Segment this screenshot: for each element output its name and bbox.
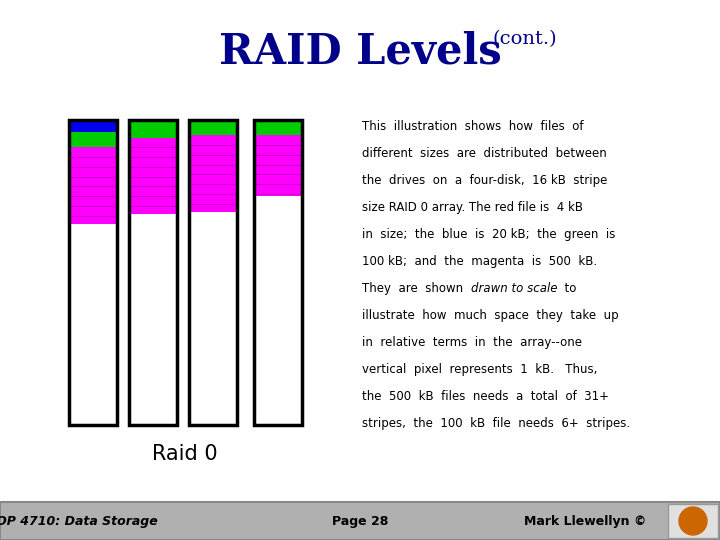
Text: vertical  pixel  represents  1  kB.   Thus,: vertical pixel represents 1 kB. Thus, xyxy=(362,363,598,376)
Bar xyxy=(254,135,302,196)
Bar xyxy=(189,135,237,212)
Text: the  drives  on  a  four-disk,  16 kB  stripe: the drives on a four-disk, 16 kB stripe xyxy=(362,174,608,187)
Text: to: to xyxy=(557,282,577,295)
Bar xyxy=(69,224,117,425)
Bar xyxy=(69,123,117,132)
Bar xyxy=(129,120,177,425)
Text: the  500  kB  files  needs  a  total  of  31+: the 500 kB files needs a total of 31+ xyxy=(362,390,609,403)
Text: (cont.): (cont.) xyxy=(493,30,557,48)
Text: stripes,  the  100  kB  file  needs  6+  stripes.: stripes, the 100 kB file needs 6+ stripe… xyxy=(362,417,630,430)
Bar xyxy=(0,502,720,540)
Text: drawn to scale: drawn to scale xyxy=(471,282,557,295)
Bar xyxy=(129,138,177,214)
Bar xyxy=(69,147,117,224)
Bar xyxy=(189,120,237,425)
Bar xyxy=(254,196,302,425)
Bar xyxy=(189,212,237,425)
Text: Page 28: Page 28 xyxy=(332,515,388,528)
Bar xyxy=(668,504,718,538)
Text: illustrate  how  much  space  they  take  up: illustrate how much space they take up xyxy=(362,309,618,322)
Bar xyxy=(189,120,237,425)
Text: in  relative  terms  in  the  array--one: in relative terms in the array--one xyxy=(362,336,582,349)
Bar xyxy=(69,120,117,123)
Bar xyxy=(69,132,117,147)
Bar xyxy=(189,120,237,135)
Text: different  sizes  are  distributed  between: different sizes are distributed between xyxy=(362,147,607,160)
Text: They  are  shown: They are shown xyxy=(362,282,471,295)
Bar xyxy=(129,120,177,425)
Bar xyxy=(69,120,117,425)
Bar xyxy=(69,120,117,425)
Text: COP 4710: Data Storage: COP 4710: Data Storage xyxy=(0,515,158,528)
Bar xyxy=(129,123,177,138)
Text: size RAID 0 array. The red file is  4 kB: size RAID 0 array. The red file is 4 kB xyxy=(362,201,583,214)
Text: 100 kB;  and  the  magenta  is  500  kB.: 100 kB; and the magenta is 500 kB. xyxy=(362,255,597,268)
Circle shape xyxy=(679,507,707,535)
Bar xyxy=(254,120,302,425)
Text: RAID Levels: RAID Levels xyxy=(219,30,501,72)
Text: Raid 0: Raid 0 xyxy=(152,444,218,464)
Text: in  size;  the  blue  is  20 kB;  the  green  is: in size; the blue is 20 kB; the green is xyxy=(362,228,616,241)
Text: This  illustration  shows  how  files  of: This illustration shows how files of xyxy=(362,120,583,133)
Bar xyxy=(129,214,177,425)
Bar xyxy=(254,120,302,425)
Bar xyxy=(129,120,177,123)
Bar xyxy=(254,120,302,135)
Text: Mark Llewellyn ©: Mark Llewellyn © xyxy=(524,515,646,528)
